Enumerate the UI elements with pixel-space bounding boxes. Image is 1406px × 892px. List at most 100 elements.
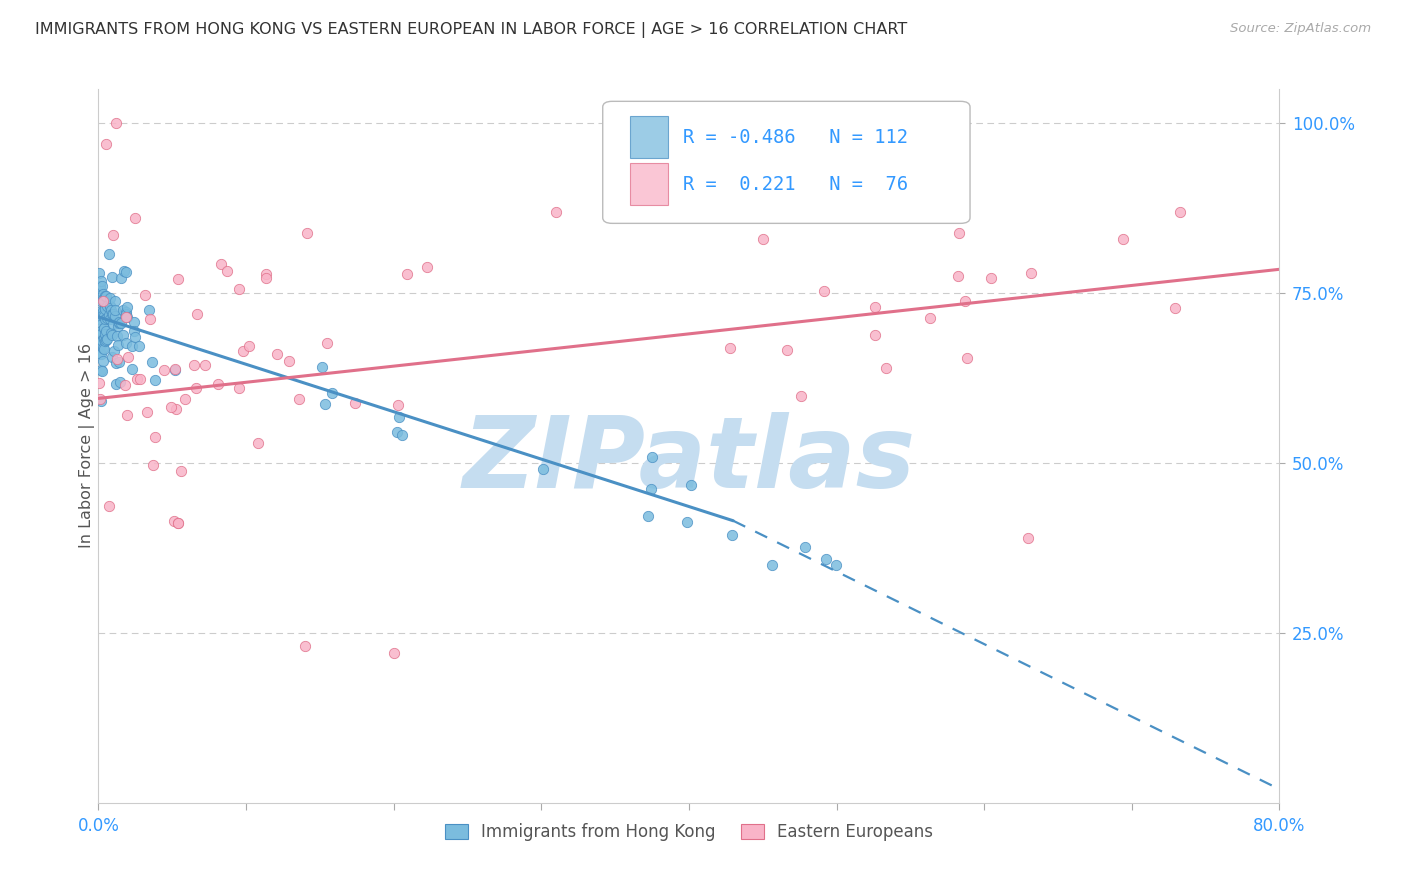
Point [863, 328, 886, 343]
Point [105, 376, 128, 391]
Point [87, 266, 110, 280]
Point [166, 272, 188, 286]
Point [125, 371, 148, 385]
Point [183, 358, 205, 372]
Point [863, 300, 886, 314]
Point [314, 397, 336, 411]
Point [103, 344, 125, 359]
Point [194, 359, 217, 373]
Point [217, 264, 239, 278]
Point [121, 339, 143, 353]
Point [143, 373, 166, 387]
Point [91, 278, 114, 293]
FancyBboxPatch shape [630, 116, 668, 158]
Point [89, 392, 111, 407]
Point [288, 392, 311, 407]
Point [93, 321, 115, 335]
Point [94, 136, 117, 151]
Point [91, 334, 114, 348]
Point [640, 450, 662, 464]
Point [94, 312, 117, 326]
Text: IMMIGRANTS FROM HONG KONG VS EASTERN EUROPEAN IN LABOR FORCE | AGE > 16 CORRELAT: IMMIGRANTS FROM HONG KONG VS EASTERN EUR… [35, 22, 907, 38]
Point [89, 339, 111, 353]
Point [101, 307, 124, 321]
Point [108, 355, 131, 369]
Point [948, 226, 970, 240]
Point [254, 267, 277, 281]
Point [124, 324, 146, 338]
Point [163, 363, 186, 377]
Point [93, 342, 115, 356]
Point [87, 292, 110, 306]
Point [90, 326, 112, 341]
Point [228, 381, 250, 395]
Point [93, 309, 115, 323]
Text: R = -0.486   N = 112: R = -0.486 N = 112 [683, 128, 908, 146]
Point [416, 260, 439, 274]
Point [91, 308, 114, 322]
Point [101, 317, 124, 331]
Point [953, 294, 976, 309]
Point [96, 333, 118, 347]
Point [100, 302, 122, 317]
Point [153, 363, 176, 377]
Point [138, 311, 160, 326]
Point [163, 514, 186, 528]
Point [91, 364, 114, 378]
Point [91, 292, 114, 306]
Point [166, 516, 188, 531]
Point [128, 339, 150, 353]
Y-axis label: In Labor Force | Age > 16: In Labor Force | Age > 16 [79, 343, 96, 549]
Point [101, 327, 124, 342]
Point [165, 402, 187, 417]
Point [93, 293, 115, 308]
Point [277, 354, 299, 368]
Point [101, 227, 124, 242]
Point [105, 352, 128, 367]
Point [232, 344, 254, 359]
Point [266, 346, 288, 360]
Point [91, 303, 114, 318]
Point [91, 293, 114, 308]
Point [108, 315, 131, 329]
FancyBboxPatch shape [603, 102, 970, 223]
Point [117, 408, 139, 422]
Point [90, 334, 112, 348]
Point [1168, 204, 1191, 219]
Point [142, 458, 165, 472]
Point [676, 515, 699, 529]
Point [93, 301, 115, 316]
Point [112, 302, 135, 317]
Point [115, 310, 138, 324]
Point [115, 265, 138, 279]
Point [186, 307, 208, 321]
Point [207, 376, 229, 391]
Point [124, 329, 146, 343]
Point [90, 363, 112, 377]
Point [382, 646, 405, 660]
Point [105, 356, 128, 370]
Point [815, 552, 838, 566]
Point [104, 294, 127, 309]
Point [115, 307, 138, 321]
Point [721, 528, 744, 542]
Point [311, 359, 333, 374]
Point [790, 389, 813, 403]
Point [90, 293, 112, 308]
Text: R =  0.221   N =  76: R = 0.221 N = 76 [683, 175, 908, 194]
Point [136, 405, 159, 419]
Point [115, 300, 138, 314]
Point [1111, 232, 1133, 246]
Point [100, 312, 122, 326]
Point [246, 436, 269, 450]
Point [89, 304, 111, 318]
Point [107, 316, 129, 330]
Point [94, 289, 117, 303]
Point [93, 332, 115, 346]
Point [209, 257, 232, 271]
Point [115, 305, 138, 319]
Point [90, 393, 112, 408]
Point [946, 269, 969, 284]
Point [143, 430, 166, 444]
Point [813, 284, 835, 298]
